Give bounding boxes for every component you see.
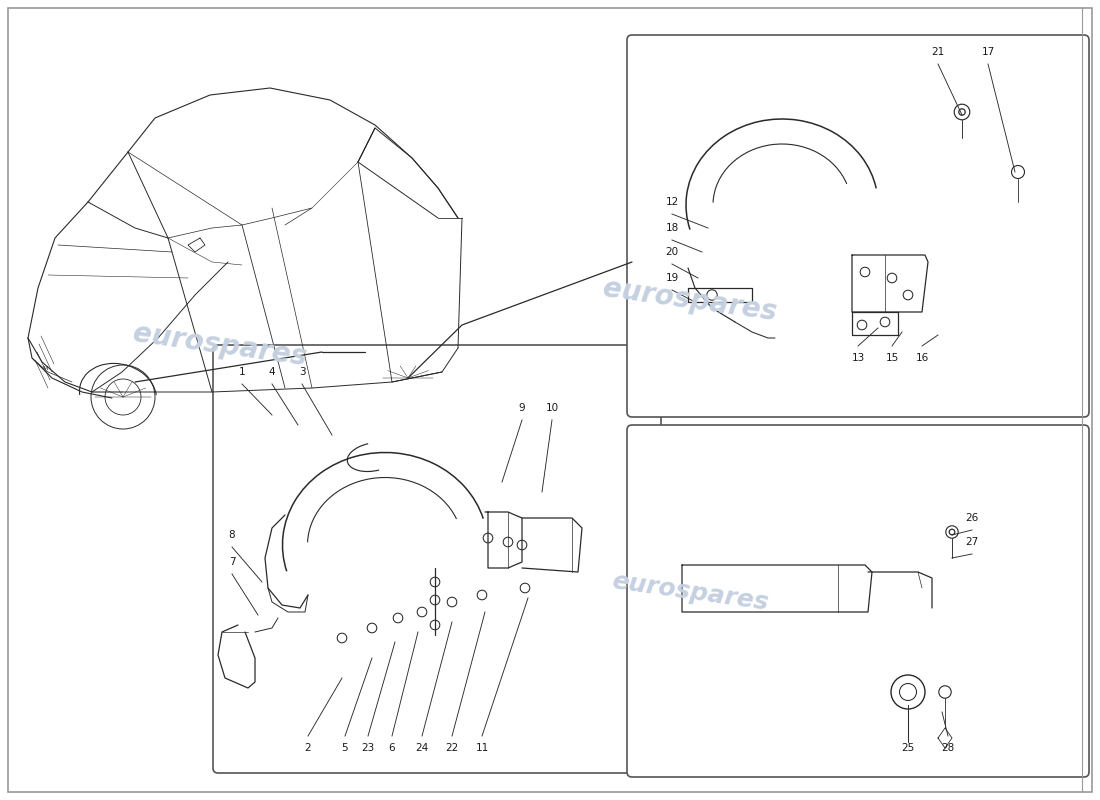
Text: 13: 13	[851, 353, 865, 363]
Text: 8: 8	[229, 530, 235, 540]
Text: 11: 11	[475, 743, 488, 753]
Text: 7: 7	[229, 557, 235, 567]
Text: 22: 22	[446, 743, 459, 753]
FancyBboxPatch shape	[627, 35, 1089, 417]
Text: 19: 19	[666, 273, 679, 283]
Text: 5: 5	[342, 743, 349, 753]
Text: 4: 4	[268, 367, 275, 377]
Text: 27: 27	[966, 537, 979, 547]
Circle shape	[959, 109, 965, 115]
Text: 25: 25	[901, 743, 914, 753]
Text: 10: 10	[546, 403, 559, 413]
Text: 21: 21	[932, 47, 945, 57]
Text: 12: 12	[666, 197, 679, 207]
FancyBboxPatch shape	[213, 345, 661, 773]
Text: 1: 1	[239, 367, 245, 377]
Text: eurospares: eurospares	[131, 319, 309, 371]
Text: 2: 2	[305, 743, 311, 753]
Circle shape	[949, 530, 955, 534]
Text: 23: 23	[362, 743, 375, 753]
Text: M: M	[42, 366, 47, 370]
Text: 3: 3	[299, 367, 306, 377]
Text: eurospares: eurospares	[602, 274, 779, 326]
Text: 18: 18	[666, 223, 679, 233]
Text: 26: 26	[966, 513, 979, 523]
Text: 6: 6	[388, 743, 395, 753]
FancyBboxPatch shape	[627, 425, 1089, 777]
Text: 20: 20	[666, 247, 679, 257]
Text: 16: 16	[915, 353, 928, 363]
Text: 15: 15	[886, 353, 899, 363]
Text: 24: 24	[416, 743, 429, 753]
Text: eurospares: eurospares	[610, 569, 770, 615]
Text: 17: 17	[981, 47, 994, 57]
Text: 28: 28	[942, 743, 955, 753]
Text: 9: 9	[519, 403, 526, 413]
